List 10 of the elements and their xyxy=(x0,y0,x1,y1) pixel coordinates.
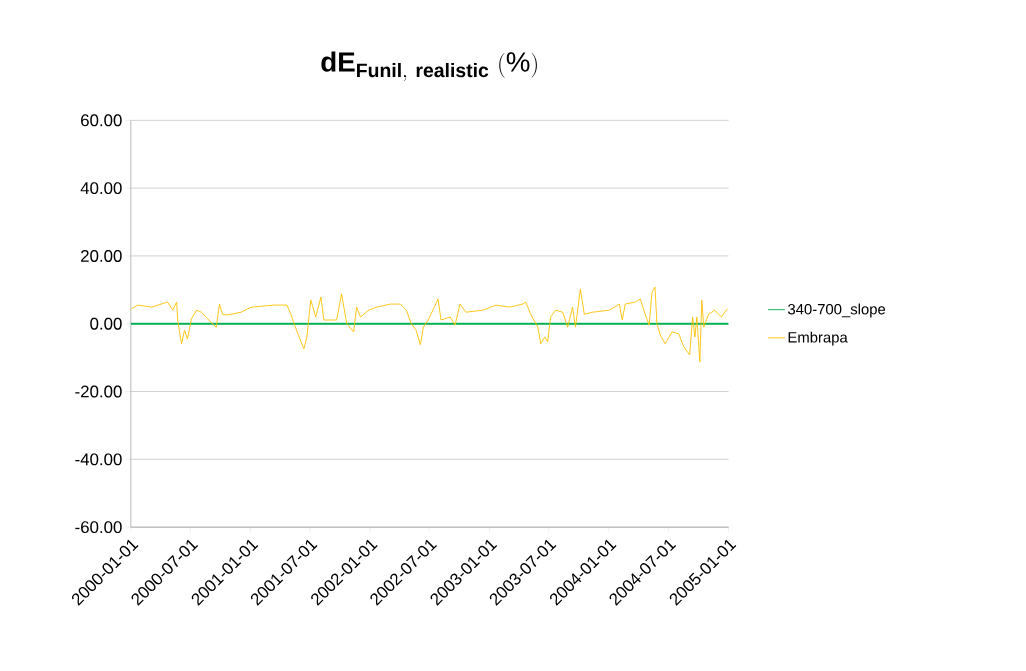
y-tick-label: -20.00 xyxy=(75,385,122,398)
chart-title: $\mathbf{dE}_{\mathbf{Funil,\ realistic}}\ \mathbf{(\%)}$ xyxy=(321,51,537,81)
y-tick-label: 0.00 xyxy=(90,317,122,330)
y-tick-label: -40.00 xyxy=(75,453,122,466)
legend-label: Embrapa xyxy=(788,331,848,346)
y-tick-label: 60.00 xyxy=(81,114,122,127)
y-tick-label: -60.00 xyxy=(75,521,122,533)
y-tick-label: 40.00 xyxy=(80,182,122,194)
y-tick-label: 20.00 xyxy=(81,249,122,262)
legend-label: 340-700_slope xyxy=(787,303,886,318)
